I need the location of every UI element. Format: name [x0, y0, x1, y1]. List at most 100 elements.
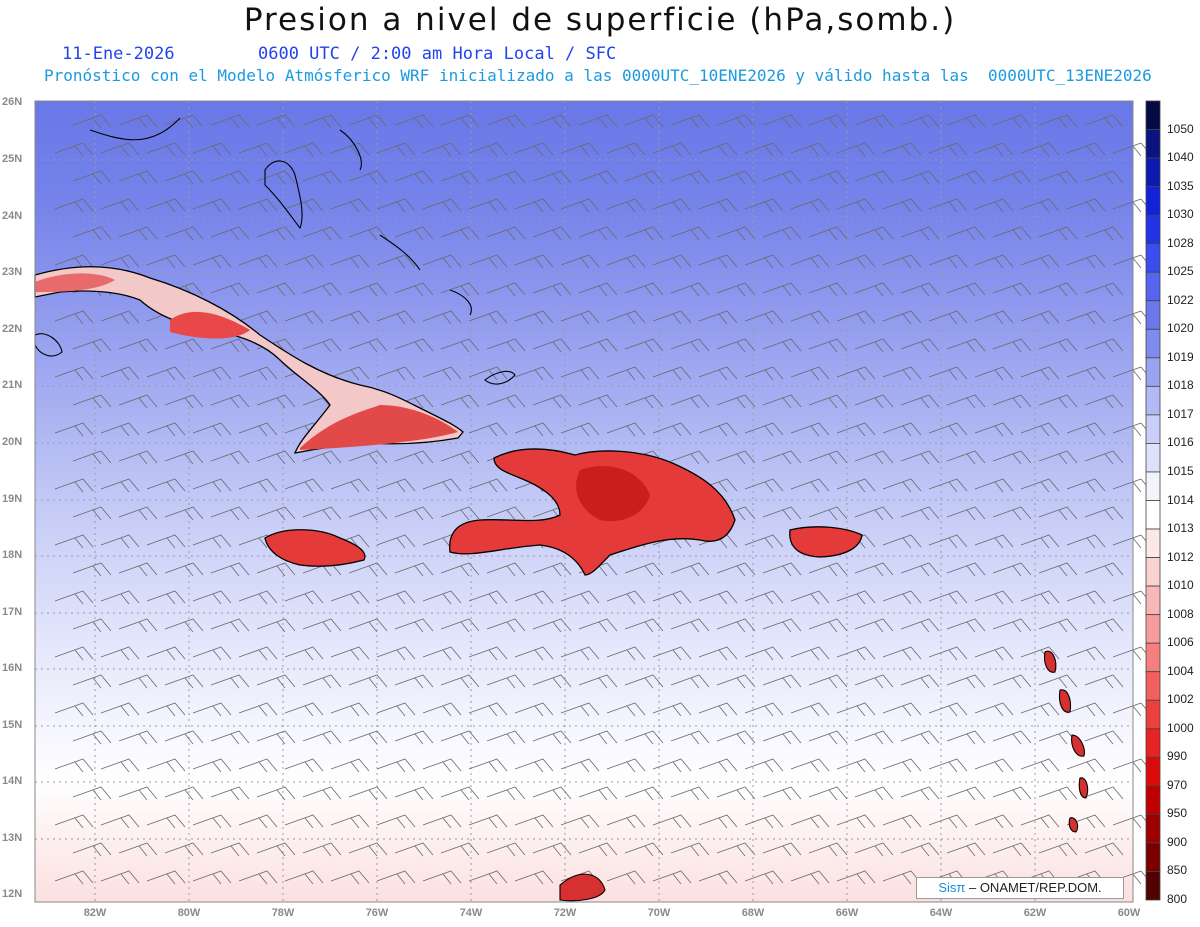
wind-barb — [440, 394, 480, 409]
wind-barb — [882, 534, 922, 549]
wind-barb — [72, 450, 112, 465]
colorbar-label: 1008 — [1167, 606, 1194, 621]
wind-barb — [670, 842, 710, 857]
wind-barb — [72, 338, 112, 353]
wind-barb — [440, 842, 480, 857]
wind-barb — [946, 114, 986, 129]
wind-barb — [302, 170, 342, 185]
wind-barb — [514, 198, 554, 213]
wind-barb — [900, 618, 940, 633]
wind-barb — [210, 170, 250, 185]
wind-barb — [606, 198, 646, 213]
wind-barb — [698, 198, 738, 213]
wind-barb — [1084, 842, 1124, 857]
wind-barb — [100, 310, 140, 325]
longitude-label: 70W — [647, 907, 671, 919]
wind-barb — [1038, 674, 1078, 689]
wind-barb — [606, 646, 646, 661]
wind-barb — [256, 786, 296, 801]
wind-barb — [928, 814, 968, 829]
latitude-label: 13N — [2, 832, 23, 844]
wind-barb — [376, 534, 416, 549]
wind-barb — [928, 590, 968, 605]
wind-barb — [72, 674, 112, 689]
wind-barb — [486, 786, 526, 801]
wind-barb — [900, 226, 940, 241]
wind-barb — [744, 646, 784, 661]
colorbar-label: 1040 — [1167, 150, 1194, 165]
wind-barb — [698, 366, 738, 381]
wind-barb — [836, 646, 876, 661]
wind-barb — [100, 870, 140, 885]
wind-barb — [422, 870, 462, 885]
longitude-label: 78W — [271, 907, 295, 919]
wind-barb — [394, 562, 434, 577]
wind-barb — [992, 618, 1032, 633]
wind-barb — [118, 170, 158, 185]
wind-barb — [1020, 422, 1060, 437]
wind-barb — [486, 394, 526, 409]
wind-barb — [118, 506, 158, 521]
wind-barb — [928, 422, 968, 437]
wind-barb — [348, 506, 388, 521]
wind-barb — [54, 870, 94, 885]
wind-barb — [992, 842, 1032, 857]
wind-barb — [210, 786, 250, 801]
wind-barb — [808, 506, 848, 521]
wind-barb — [670, 338, 710, 353]
wind-barb — [376, 758, 416, 773]
colorbar-swatch — [1145, 414, 1161, 444]
wind-barb — [790, 590, 830, 605]
wind-barb — [992, 282, 1032, 297]
wind-barb — [302, 618, 342, 633]
wind-barb — [882, 758, 922, 773]
wind-barb — [882, 590, 922, 605]
wind-barb — [578, 618, 618, 633]
colorbar-label: 1035 — [1167, 178, 1194, 193]
wind-barb — [928, 198, 968, 213]
colorbar-swatch — [1145, 186, 1161, 216]
wind-barb — [164, 842, 204, 857]
wind-barb — [946, 282, 986, 297]
wind-barb — [1084, 338, 1124, 353]
wind-barb — [790, 646, 830, 661]
wind-barb — [468, 646, 508, 661]
wind-barb — [54, 702, 94, 717]
wind-barb — [928, 366, 968, 381]
wind-barb — [210, 226, 250, 241]
jamaica — [264, 529, 366, 567]
wind-barb — [854, 282, 894, 297]
wind-barb — [762, 450, 802, 465]
wind-barb — [670, 170, 710, 185]
wind-barb — [606, 814, 646, 829]
wind-barb — [146, 534, 186, 549]
wind-barb — [744, 310, 784, 325]
wind-barb — [192, 646, 232, 661]
wind-barb — [394, 618, 434, 633]
wind-barb — [192, 758, 232, 773]
wind-barb — [854, 506, 894, 521]
wind-barb — [440, 786, 480, 801]
wind-barb — [1020, 478, 1060, 493]
cuba — [34, 266, 464, 454]
wind-barb — [256, 618, 296, 633]
wind-barb — [440, 450, 480, 465]
wind-barb — [744, 534, 784, 549]
wind-barb — [900, 730, 940, 745]
wind-barb — [670, 674, 710, 689]
wind-barb — [974, 814, 1014, 829]
wind-barb — [790, 702, 830, 717]
wind-barb — [808, 338, 848, 353]
wind-barb — [330, 254, 370, 269]
wind-barb — [440, 618, 480, 633]
colorbar-swatch — [1145, 756, 1161, 787]
wind-barb — [118, 730, 158, 745]
wind-barb — [302, 114, 342, 129]
wind-barb — [900, 842, 940, 857]
wind-barb — [836, 310, 876, 325]
latitude-label: 26N — [2, 96, 23, 108]
colorbar-label: 1002 — [1167, 692, 1194, 707]
wind-barb — [698, 758, 738, 773]
wind-barb — [440, 338, 480, 353]
wind-barb — [514, 366, 554, 381]
